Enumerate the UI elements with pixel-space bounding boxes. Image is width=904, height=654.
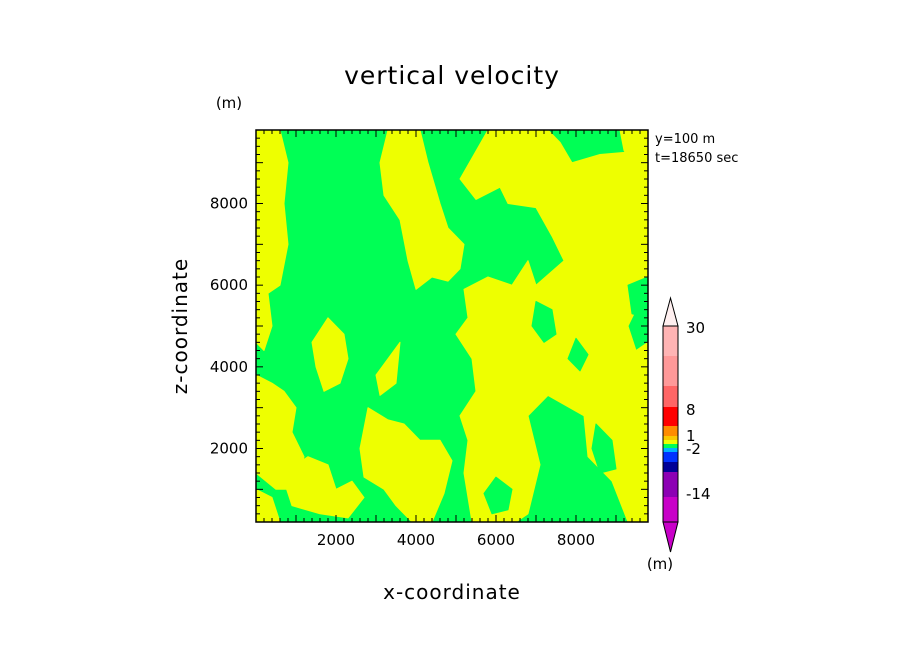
colorbar-band <box>663 386 678 407</box>
x-axis-ticks: 2000 4000 6000 8000 <box>263 130 649 549</box>
colorbar-border <box>662 325 679 523</box>
contour-region-upward-5 <box>283 456 365 519</box>
annotation-time: t=18650 sec <box>655 151 738 166</box>
colorbar-tick-label: 1 <box>686 427 696 445</box>
y-tick-label: 6000 <box>210 276 248 294</box>
x-tick-label: 2000 <box>317 531 355 549</box>
colorbar-band <box>663 472 678 497</box>
contour-region-upward-4 <box>256 488 281 522</box>
colorbar-bottom-arrow <box>662 521 679 553</box>
contour-region-downward-14 <box>483 476 513 515</box>
contour-region-upward-9 <box>619 130 648 172</box>
contour-region-downward-15 <box>627 276 648 319</box>
y-axis-unit: (m) <box>216 94 242 112</box>
y-axis-ticks: 2000 4000 6000 8000 <box>210 129 648 523</box>
x-tick-label: 6000 <box>477 531 515 549</box>
x-tick-label: 8000 <box>557 531 595 549</box>
y-tick-label: 4000 <box>210 358 248 376</box>
contour-region-downward-10 <box>531 301 557 343</box>
colorbar-tick-label: 8 <box>686 401 696 419</box>
colorbar-band <box>663 452 678 462</box>
contour-region-upward-3 <box>256 374 305 490</box>
contour-region-downward-13 <box>539 464 561 503</box>
colorbar-band <box>663 356 678 386</box>
colorbar-band <box>663 440 678 444</box>
colorbar-top-arrow <box>662 296 679 327</box>
colorbar-band <box>663 497 678 522</box>
y-tick-label: 8000 <box>210 195 248 213</box>
colorbar: 30 8 1-2 -14 <box>662 296 711 553</box>
colorbar-tick-label: -2 <box>686 440 701 458</box>
contour-region-upward-6 <box>359 407 453 522</box>
colorbar-tick-label: -14 <box>686 485 711 503</box>
contour-region-upward-0 <box>256 130 289 351</box>
colorbar-band <box>663 444 678 448</box>
colorbar-band <box>663 448 678 452</box>
colorbar-band <box>663 326 678 356</box>
contour-region-downward-12 <box>591 423 617 474</box>
x-tick-label: 4000 <box>397 531 435 549</box>
contour-region-downward-11 <box>567 337 589 372</box>
colorbar-unit: (m) <box>647 555 673 573</box>
chart-title: vertical velocity <box>344 61 560 90</box>
annotation-y-position: y=100 m <box>655 132 715 147</box>
colorbar-tick-label: 30 <box>686 319 705 337</box>
contour-fill <box>256 130 648 522</box>
colorbar-band <box>663 426 678 436</box>
colorbar-band <box>663 436 678 440</box>
contour-region-upward-1 <box>379 130 465 290</box>
y-tick-label: 2000 <box>210 440 248 458</box>
contour-region-upward-8 <box>375 341 401 396</box>
contour-region-upward-7 <box>311 317 349 392</box>
y-axis-label: z-coordinate <box>168 258 192 394</box>
x-axis-label: x-coordinate <box>383 580 521 604</box>
colorbar-band <box>663 462 678 472</box>
colorbar-band <box>663 407 678 426</box>
